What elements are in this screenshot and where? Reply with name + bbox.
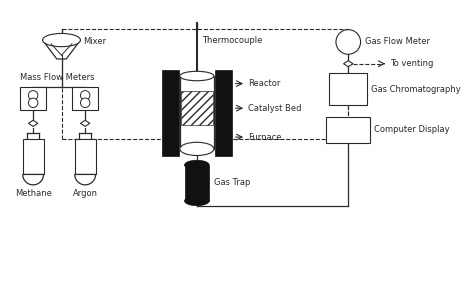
Text: Gas Flow Meter: Gas Flow Meter [365, 37, 430, 46]
Circle shape [81, 98, 90, 108]
Text: Thermocouple: Thermocouple [201, 36, 262, 45]
Bar [215, 70, 232, 156]
Bar [72, 87, 99, 110]
Text: Reactor: Reactor [248, 79, 280, 88]
Ellipse shape [180, 142, 214, 156]
Bar [181, 91, 213, 125]
Polygon shape [344, 61, 353, 67]
Ellipse shape [184, 196, 209, 206]
Text: Methane: Methane [15, 189, 52, 198]
Bar [23, 139, 44, 174]
Text: Mass Flow Meters: Mass Flow Meters [19, 73, 94, 82]
Ellipse shape [43, 34, 81, 47]
Polygon shape [81, 120, 90, 126]
Polygon shape [75, 174, 96, 185]
Circle shape [28, 91, 38, 100]
Bar [329, 73, 367, 105]
Ellipse shape [184, 160, 209, 170]
Polygon shape [23, 174, 44, 185]
Text: Furnace: Furnace [248, 133, 282, 142]
Polygon shape [43, 40, 81, 59]
Text: Computer Display: Computer Display [374, 126, 449, 134]
Bar [180, 76, 214, 149]
Bar [184, 165, 209, 201]
Text: Catalyst Bed: Catalyst Bed [248, 104, 301, 113]
Text: Argon: Argon [73, 189, 98, 198]
Circle shape [336, 30, 361, 54]
Bar [327, 117, 370, 143]
Circle shape [28, 98, 38, 108]
Bar [162, 70, 179, 156]
Circle shape [81, 91, 90, 100]
Polygon shape [28, 120, 38, 126]
Bar [75, 139, 96, 174]
Ellipse shape [180, 71, 214, 81]
Text: To venting: To venting [390, 59, 433, 68]
Text: Gas Trap: Gas Trap [214, 178, 250, 188]
Text: Mixer: Mixer [83, 37, 106, 46]
Bar [20, 87, 46, 110]
Text: Gas Chromatography: Gas Chromatography [371, 85, 461, 94]
